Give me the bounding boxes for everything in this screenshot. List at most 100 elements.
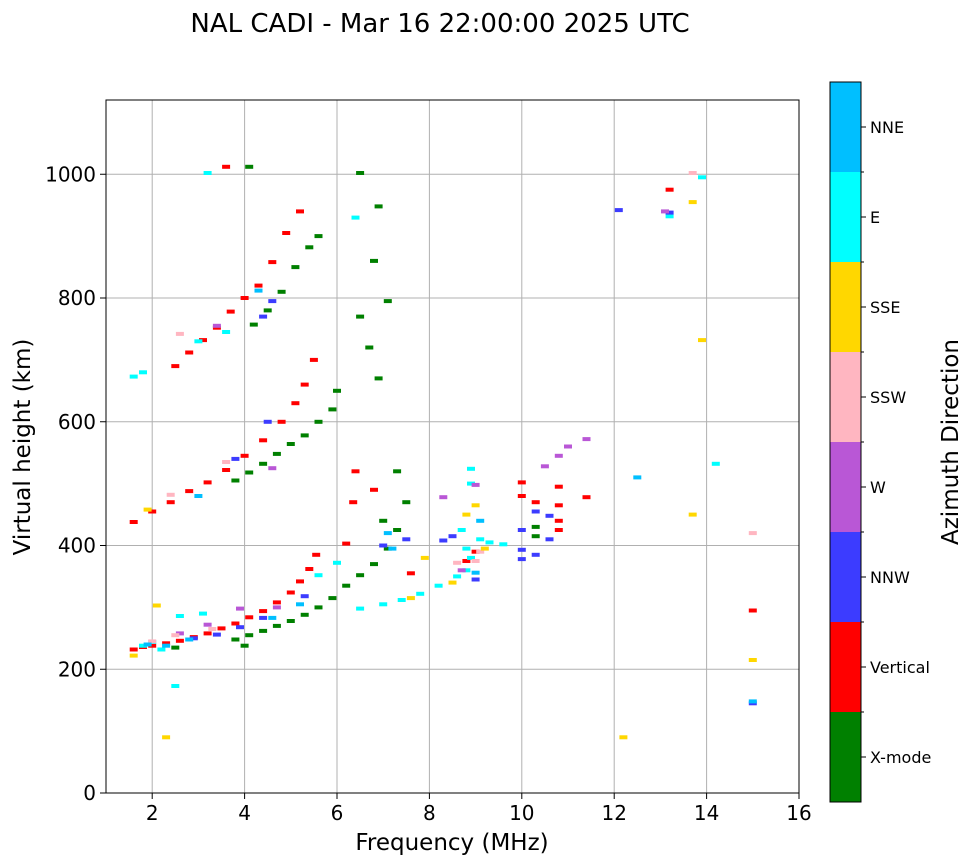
data-point-e bbox=[171, 684, 180, 688]
data-point-xmode bbox=[277, 289, 286, 294]
y-tick-label: 800 bbox=[58, 286, 96, 310]
data-point-sse bbox=[129, 653, 138, 658]
colorbar-swatch bbox=[830, 442, 861, 532]
data-point-e bbox=[457, 528, 466, 532]
data-point-vertical bbox=[240, 296, 249, 300]
data-point-xmode bbox=[305, 245, 314, 250]
colorbar-swatch bbox=[830, 622, 861, 712]
data-point-vertical bbox=[312, 552, 321, 557]
data-point-vertical bbox=[148, 643, 157, 648]
data-point-xmode bbox=[314, 419, 323, 424]
data-point-w bbox=[540, 464, 549, 469]
data-point-vertical bbox=[129, 520, 138, 524]
data-point-nnw bbox=[212, 632, 221, 637]
colorbar-tick-label: SSW bbox=[870, 388, 906, 407]
data-point-nne bbox=[471, 570, 480, 575]
data-point-nnw bbox=[259, 615, 268, 620]
data-points bbox=[129, 164, 757, 740]
data-point-xmode bbox=[286, 442, 295, 446]
data-point-sse bbox=[462, 512, 471, 517]
data-point-xmode bbox=[300, 433, 309, 438]
colorbar-swatch bbox=[830, 712, 861, 802]
x-tick-label: 14 bbox=[694, 801, 719, 825]
data-point-xmode bbox=[231, 478, 240, 483]
y-tick-label: 600 bbox=[58, 410, 96, 434]
data-point-xmode bbox=[231, 637, 240, 642]
x-tick-label: 10 bbox=[509, 801, 534, 825]
data-point-sse bbox=[471, 503, 480, 508]
data-point-ssw bbox=[208, 627, 217, 631]
data-point-ssw bbox=[175, 331, 184, 336]
data-point-vertical bbox=[582, 495, 591, 500]
data-point-xmode bbox=[272, 451, 281, 456]
data-point-xmode bbox=[171, 645, 180, 650]
data-point-nnw bbox=[439, 538, 448, 543]
data-point-vertical bbox=[554, 484, 563, 489]
data-point-xmode bbox=[383, 299, 392, 304]
data-point-vertical bbox=[203, 631, 212, 636]
data-point-w bbox=[236, 606, 244, 611]
data-point-e bbox=[467, 555, 475, 560]
data-point-xmode bbox=[531, 534, 540, 539]
data-point-vertical bbox=[203, 480, 212, 485]
data-point-xmode bbox=[374, 204, 383, 209]
data-point-vertical bbox=[222, 468, 231, 472]
data-point-vertical bbox=[554, 528, 563, 532]
colorbar-label: Azimuth Direction bbox=[938, 339, 964, 545]
data-point-ssw bbox=[688, 171, 697, 175]
data-point-sse bbox=[688, 512, 697, 517]
y-axis: 0 200 400 600 800 1000 bbox=[45, 162, 106, 805]
colorbar-tick-label: NNW bbox=[870, 568, 910, 587]
data-point-vertical bbox=[309, 357, 318, 362]
data-point-e bbox=[462, 546, 471, 551]
data-point-xmode bbox=[314, 234, 323, 239]
data-point-nnw bbox=[231, 456, 240, 461]
data-point-nne bbox=[162, 643, 171, 648]
colorbar-swatch bbox=[830, 172, 861, 262]
data-point-vertical bbox=[286, 590, 295, 595]
data-point-ssw bbox=[453, 560, 462, 565]
data-point-e bbox=[453, 574, 462, 579]
data-point-e bbox=[499, 542, 508, 547]
x-tick-label: 12 bbox=[601, 801, 626, 825]
data-point-nnw bbox=[517, 528, 526, 532]
data-point-nnw bbox=[300, 594, 309, 599]
data-point-vertical bbox=[171, 364, 180, 369]
data-point-nne bbox=[268, 615, 277, 620]
data-point-sse bbox=[480, 546, 489, 551]
data-point-e bbox=[462, 568, 471, 573]
data-point-vertical bbox=[148, 509, 157, 514]
data-point-w bbox=[212, 323, 221, 328]
data-point-vertical bbox=[517, 494, 526, 498]
data-point-w bbox=[268, 466, 277, 471]
data-point-xmode bbox=[286, 619, 295, 623]
data-point-sse bbox=[420, 555, 429, 560]
data-point-vertical bbox=[554, 503, 563, 508]
data-point-w bbox=[564, 444, 572, 449]
data-point-w bbox=[457, 568, 466, 573]
data-point-nnw bbox=[448, 534, 457, 539]
data-point-xmode bbox=[259, 628, 268, 633]
data-point-e bbox=[379, 602, 388, 607]
data-point-xmode bbox=[365, 345, 374, 350]
data-point-vertical bbox=[282, 231, 291, 235]
data-point-e bbox=[665, 214, 674, 219]
data-point-e bbox=[711, 461, 720, 466]
data-point-nnw bbox=[531, 552, 540, 557]
colorbar-tick-label: NNE bbox=[870, 118, 904, 137]
data-point-vertical bbox=[349, 500, 358, 505]
data-point-vertical bbox=[296, 209, 304, 214]
data-point-nnw bbox=[259, 314, 268, 319]
data-point-nnw bbox=[471, 577, 480, 582]
data-point-nne bbox=[254, 288, 263, 293]
data-point-w bbox=[554, 453, 563, 458]
data-point-xmode bbox=[245, 633, 254, 638]
data-point-e bbox=[467, 466, 475, 471]
data-point-nnw bbox=[531, 509, 540, 514]
data-point-sse bbox=[619, 735, 628, 740]
plot-frame bbox=[105, 99, 800, 794]
data-point-vertical bbox=[259, 609, 268, 614]
data-point-nnw bbox=[545, 513, 554, 518]
data-point-e bbox=[698, 175, 706, 180]
grid-lines bbox=[106, 100, 800, 794]
